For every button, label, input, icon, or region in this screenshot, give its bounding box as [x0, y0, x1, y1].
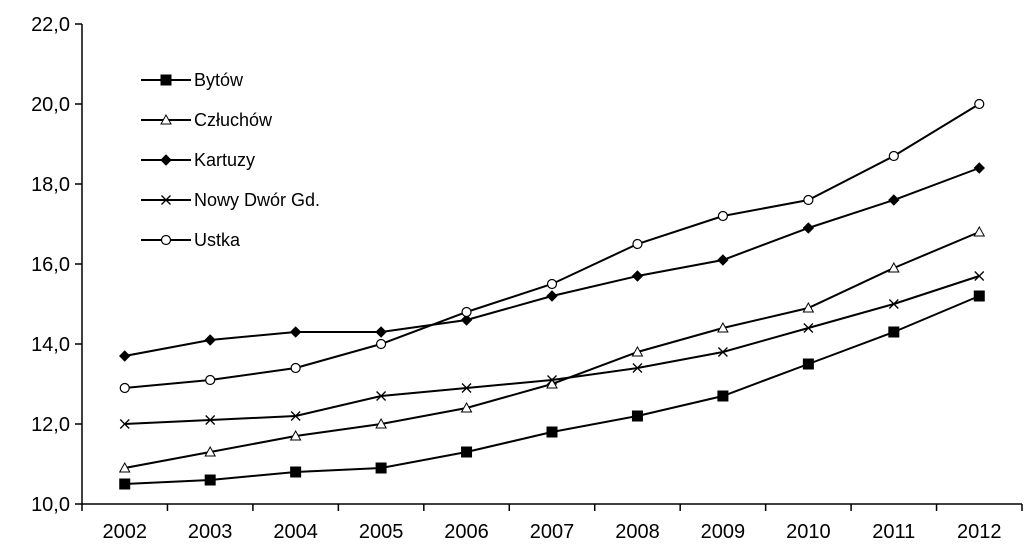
- data-point: [888, 326, 900, 338]
- x-tick-label: 2007: [530, 521, 575, 543]
- data-point: [460, 401, 473, 413]
- data-point: [375, 417, 387, 429]
- data-point: [290, 411, 301, 421]
- data-point: [290, 466, 302, 478]
- axes: 10,0 12,0 14,0 16,0 18,0 20,0 22,0 2002 2003 2004…: [31, 14, 1023, 543]
- data-point: [888, 194, 900, 206]
- data-point: [289, 326, 302, 338]
- x-tick-label: 2009: [701, 521, 746, 543]
- data-point: [888, 150, 899, 162]
- y-tick-label: 16,0: [31, 254, 70, 276]
- data-point: [205, 415, 216, 425]
- x-tick-label: 2006: [444, 521, 489, 543]
- data-point: [461, 383, 472, 393]
- data-point: [290, 362, 301, 374]
- data-point: [204, 445, 217, 457]
- legend-label: Nowy Dwór Gd.: [194, 190, 320, 210]
- data-point: [888, 299, 899, 309]
- legend-entry: Bytów: [141, 70, 244, 90]
- data-point: [717, 347, 728, 357]
- data-point: [376, 391, 387, 401]
- data-point: [204, 474, 216, 486]
- data-point: [974, 271, 985, 281]
- data-point: [119, 419, 130, 429]
- data-point: [887, 261, 900, 273]
- data-point: [546, 377, 558, 389]
- y-tick-label: 10,0: [31, 494, 70, 516]
- x-tick-label: 2011: [872, 521, 915, 543]
- data-point: [375, 338, 387, 350]
- data-point: [803, 323, 814, 333]
- data-point: [631, 270, 644, 282]
- data-point: [631, 345, 644, 357]
- data-point: [119, 478, 131, 490]
- series-line: [124, 295, 980, 485]
- data-point: [803, 194, 814, 206]
- data-point: [973, 162, 985, 174]
- data-point: [118, 461, 131, 473]
- x-tick-label: 2002: [102, 521, 147, 543]
- legend: Bytów Człuchów Kartuzy Nowy Dwór Gd. Ustka: [141, 70, 320, 250]
- data-point: [632, 363, 643, 373]
- data-point: [973, 225, 986, 237]
- data-point: [289, 429, 302, 441]
- legend-marker: [160, 74, 172, 86]
- series-kartuzy: [119, 162, 985, 362]
- legend-label: Człuchów: [194, 110, 273, 130]
- series-line: [124, 103, 980, 389]
- data-point: [461, 446, 473, 458]
- data-point: [717, 254, 729, 266]
- data-point: [546, 278, 558, 290]
- series-ustka: [119, 98, 985, 394]
- data-point: [973, 290, 985, 302]
- legend-entry: Nowy Dwór Gd.: [141, 190, 320, 210]
- data-point: [802, 222, 815, 234]
- data-point: [375, 326, 387, 338]
- legend-entry: Człuchów: [141, 110, 273, 130]
- data-point: [802, 358, 814, 370]
- series-lines: [118, 98, 986, 490]
- data-point: [632, 238, 643, 250]
- data-point: [119, 382, 130, 394]
- data-point: [974, 98, 985, 110]
- data-point: [631, 410, 643, 422]
- legend-marker: [160, 154, 172, 166]
- x-tick-label: 2003: [188, 521, 233, 543]
- x-tick-label: 2010: [786, 521, 831, 543]
- series-bytów: [119, 290, 985, 490]
- y-tick-label: 14,0: [31, 334, 70, 356]
- data-point: [546, 290, 558, 302]
- legend-entry: Ustka: [141, 230, 241, 250]
- legend-label: Kartuzy: [194, 150, 255, 170]
- data-point: [460, 314, 473, 326]
- x-tick-label: 2004: [273, 521, 318, 543]
- data-point: [717, 210, 729, 222]
- data-point: [717, 321, 729, 333]
- x-tick-label: 2012: [957, 521, 1002, 543]
- data-point: [461, 306, 472, 318]
- y-tick-label: 22,0: [31, 14, 70, 36]
- legend-marker: [160, 234, 172, 246]
- series-człuchów: [118, 225, 986, 473]
- data-point: [717, 390, 729, 402]
- series-nowy-dwór-gd-: [119, 271, 985, 429]
- data-point: [802, 301, 815, 313]
- data-point: [205, 374, 216, 386]
- x-tick-label: 2008: [615, 521, 660, 543]
- legend-label: Bytów: [194, 70, 244, 90]
- data-point: [375, 462, 387, 474]
- legend-marker: [161, 195, 171, 205]
- data-point: [547, 375, 557, 385]
- y-tick-label: 12,0: [31, 414, 70, 436]
- legend-marker: [160, 113, 172, 125]
- y-tick-label: 20,0: [31, 94, 70, 116]
- legend-label: Ustka: [194, 230, 241, 250]
- data-point: [204, 334, 216, 346]
- data-point: [546, 426, 558, 438]
- y-tick-label: 18,0: [31, 174, 70, 196]
- data-point: [119, 350, 131, 362]
- x-tick-label: 2005: [359, 521, 404, 543]
- legend-entry: Kartuzy: [141, 150, 255, 170]
